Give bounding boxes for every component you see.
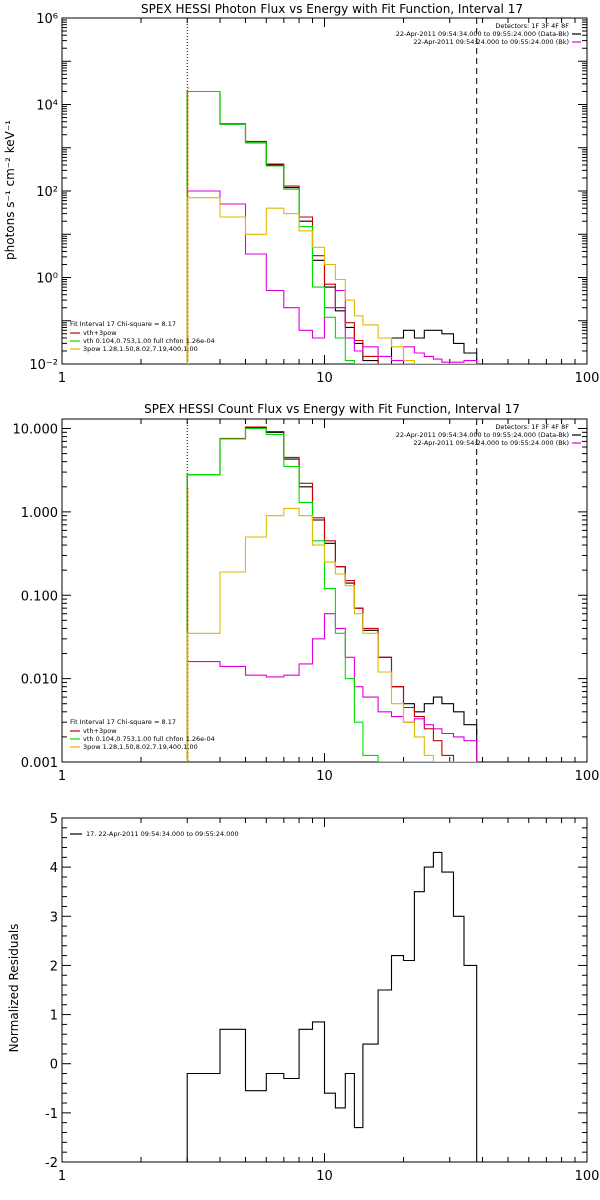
y-tick-label: 0 bbox=[50, 1058, 58, 1073]
y-tick-label: 0.010 bbox=[21, 673, 58, 688]
series-group bbox=[186, 426, 478, 762]
legend-detectors: Detectors: 1F 3F 4F 8F bbox=[495, 22, 569, 30]
series-vth bbox=[186, 90, 478, 364]
legend-entry: vth 0.104,0.753,1.00 full chfon 1.26e-04 bbox=[83, 735, 215, 743]
y-tick-label: 10⁶ bbox=[36, 12, 58, 27]
legend-entry: 22-Apr-2011 09:54:24.000 to 09:55:24.000… bbox=[413, 439, 569, 447]
y-tick-label: 10⁻² bbox=[29, 358, 58, 373]
series-data-bk bbox=[186, 427, 478, 762]
legend-entry: vth 0.104,0.753,1.00 full chfon 1.26e-04 bbox=[83, 337, 215, 345]
y-tick-label: 3 bbox=[50, 910, 58, 925]
count-flux-plot: 1 10 100 0.001 0.010 0.100 1.000 10.000 Detector… bbox=[13, 418, 600, 784]
photon-flux-title: SPEX HESSI Photon Flux vs Energy with Fi… bbox=[141, 2, 523, 16]
y-tick-label: 10.000 bbox=[13, 423, 59, 438]
legend-entry: 22-Apr-2011 09:54:24.000 to 09:55:24.000… bbox=[413, 38, 569, 46]
series-bk bbox=[186, 190, 478, 364]
legend-entry: 3pow 1.28,1.50,8.02,7.19,400,1.00 bbox=[83, 345, 198, 353]
photon-flux-panel: SPEX HESSI Photon Flux vs Energy with Fi… bbox=[3, 2, 599, 386]
x-tick-label: 100 bbox=[575, 1169, 600, 1184]
series-bk bbox=[186, 613, 478, 762]
series-3pow bbox=[186, 507, 478, 762]
series-group bbox=[186, 90, 478, 364]
x-tick-label: 10 bbox=[316, 1169, 333, 1184]
series-group bbox=[186, 851, 478, 1162]
series-vth-3pow bbox=[186, 90, 478, 364]
y-tick-label: -2 bbox=[45, 1156, 58, 1171]
x-tick-label: 1 bbox=[58, 1169, 66, 1184]
y-tick-label: -1 bbox=[45, 1107, 58, 1122]
legend-entry: 22-Apr-2011 09:54:34.000 to 09:55:24.000… bbox=[396, 30, 569, 38]
x-tick-label: 10 bbox=[316, 769, 333, 784]
x-tick-label: 10 bbox=[316, 371, 333, 386]
legend-fit-header: Fit Interval 17 Chi-square = 8.17 bbox=[70, 320, 176, 328]
series-vth-3pow bbox=[186, 426, 478, 762]
y-tick-label: 5 bbox=[50, 812, 58, 827]
legend-detectors: Detectors: 1F 3F 4F 8F bbox=[495, 423, 569, 431]
y-tick-label: 1 bbox=[50, 1009, 58, 1024]
y-tick-label: 1.000 bbox=[21, 506, 58, 521]
residuals-ylabel: Normalized Residuals bbox=[7, 924, 21, 1053]
x-tick-label: 1 bbox=[58, 769, 66, 784]
series-vth bbox=[186, 427, 478, 762]
series-3pow bbox=[186, 197, 478, 364]
residuals-plot: 1 10 100 -2 -1 0 1 2 3 4 5 17. 22-Apr-2011 09:54:34… bbox=[45, 812, 599, 1184]
count-flux-panel: SPEX HESSI Count Flux vs Energy with Fit… bbox=[13, 402, 600, 784]
series-residuals bbox=[186, 851, 478, 1162]
y-tick-label: 0.100 bbox=[21, 589, 58, 604]
legend-entry: vth+3pow bbox=[83, 727, 117, 735]
y-tick-label: 10⁴ bbox=[36, 99, 58, 114]
x-tick-label: 1 bbox=[58, 371, 66, 386]
residuals-panel: Normalized Residuals 1 10 100 -2 -1 0 1 2 3 4 5 17.… bbox=[7, 812, 599, 1184]
count-flux-title: SPEX HESSI Count Flux vs Energy with Fit… bbox=[144, 402, 520, 416]
plot-frame bbox=[61, 817, 588, 1163]
photon-flux-plot: 1 10 100 10⁻² 10⁰ 10² 10⁴ 10⁶ Detectors: 1F 3F 4… bbox=[29, 12, 599, 386]
legend-entry: 17. 22-Apr-2011 09:54:34.000 to 09:55:24… bbox=[86, 830, 239, 838]
x-tick-label: 100 bbox=[575, 371, 600, 386]
legend-fit-header: Fit Interval 17 Chi-square = 8.17 bbox=[70, 718, 176, 726]
legend-entry: 22-Apr-2011 09:54:34.000 to 09:55:24.000… bbox=[396, 431, 569, 439]
y-tick-label: 2 bbox=[50, 959, 58, 974]
legend-entry: vth+3pow bbox=[83, 329, 117, 337]
legend-entry: 3pow 1.28,1.50,8.02,7.19,400,1.00 bbox=[83, 743, 198, 751]
series-data-bk bbox=[186, 90, 478, 364]
x-tick-label: 100 bbox=[575, 769, 600, 784]
photon-flux-ylabel: photons s⁻¹ cm⁻² keV⁻¹ bbox=[3, 120, 17, 260]
plot-frame bbox=[61, 418, 588, 763]
y-tick-label: 4 bbox=[50, 861, 58, 876]
y-tick-label: 0.001 bbox=[21, 756, 58, 771]
y-tick-label: 10⁰ bbox=[36, 272, 58, 287]
y-tick-label: 10² bbox=[36, 185, 58, 200]
